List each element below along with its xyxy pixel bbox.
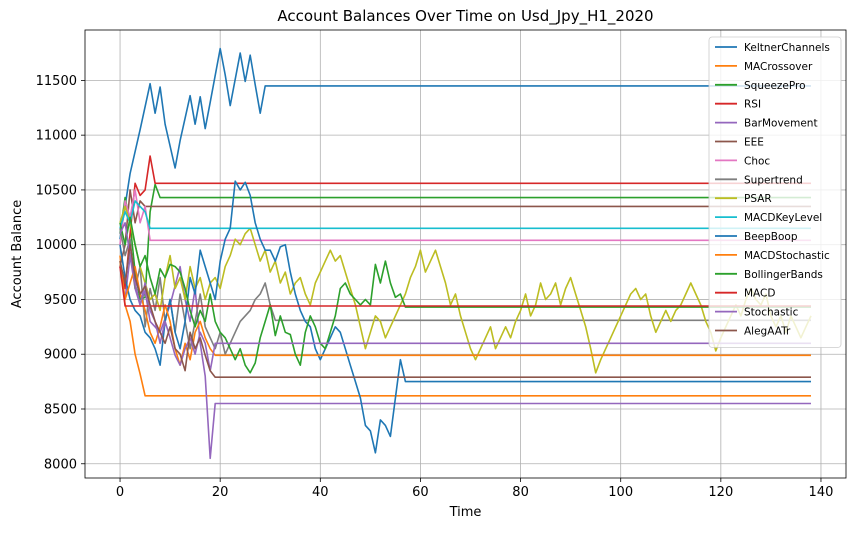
y-tick-label: 8000: [44, 457, 77, 472]
legend-label: RSI: [744, 99, 761, 111]
y-tick-label: 9000: [44, 348, 77, 363]
series-line-supertrend: [119, 228, 811, 355]
x-tick-label: 0: [116, 485, 124, 500]
legend-label: BollingerBands: [744, 269, 823, 281]
legend-label: KeltnerChannels: [744, 42, 830, 54]
x-tick-label: 40: [312, 485, 329, 500]
legend: KeltnerChannels MACrossover SqueezePro RSI B…: [708, 36, 842, 348]
y-tick-label: 11000: [36, 129, 77, 144]
series-line-choc: [119, 189, 811, 245]
x-tick-label: 140: [809, 485, 834, 500]
y-tick-label: 9500: [44, 293, 77, 308]
legend-label: BeepBoop: [744, 231, 798, 243]
series-line-keltnerchannels: [119, 47, 811, 240]
legend-label: Choc: [744, 155, 770, 167]
series-line-psar: [119, 205, 812, 374]
tick-layer: 0 20 40 60 80 100 120 140 8000 8500 9000 9500 10000 1…: [36, 74, 834, 500]
x-axis-title: Time: [449, 505, 482, 520]
series-line-stochastic: [119, 222, 811, 372]
y-tick-label: 10000: [36, 238, 77, 253]
series-line-bollingerbands: [119, 216, 811, 374]
legend-label: BarMovement: [744, 118, 818, 130]
legend-label: AlegAATr: [744, 326, 791, 338]
x-tick-label: 80: [512, 485, 529, 500]
series-line-macd: [119, 266, 811, 307]
x-tick-label: 20: [212, 485, 229, 500]
y-tick-label: 10500: [36, 183, 77, 198]
legend-label: MACDStochastic: [744, 250, 830, 262]
y-axis-title: Account Balance: [10, 200, 25, 308]
x-tick-label: 60: [412, 485, 429, 500]
chart-title: Account Balances Over Time on Usd_Jpy_H1…: [277, 7, 653, 26]
series-layer: [119, 47, 812, 460]
legend-box: [708, 36, 842, 348]
legend-label: MACrossover: [744, 61, 813, 73]
series-line-alegaatr: [119, 243, 811, 378]
legend-label: MACDKeyLevel: [744, 212, 822, 224]
x-tick-label: 100: [608, 485, 633, 500]
legend-label: MACD: [744, 288, 775, 300]
series-line-macdstochastic: [119, 260, 811, 366]
y-tick-label: 8500: [44, 402, 77, 417]
x-tick-label: 120: [708, 485, 733, 500]
series-line-macdkeylevel: [119, 200, 811, 230]
legend-label: Stochastic: [744, 307, 799, 319]
y-tick-label: 11500: [36, 74, 77, 89]
legend-label: SqueezePro: [744, 80, 806, 92]
legend-label: PSAR: [744, 193, 772, 205]
legend-label: Supertrend: [744, 174, 803, 186]
legend-label: EEE: [744, 137, 764, 149]
plot-frame: [84, 29, 847, 479]
